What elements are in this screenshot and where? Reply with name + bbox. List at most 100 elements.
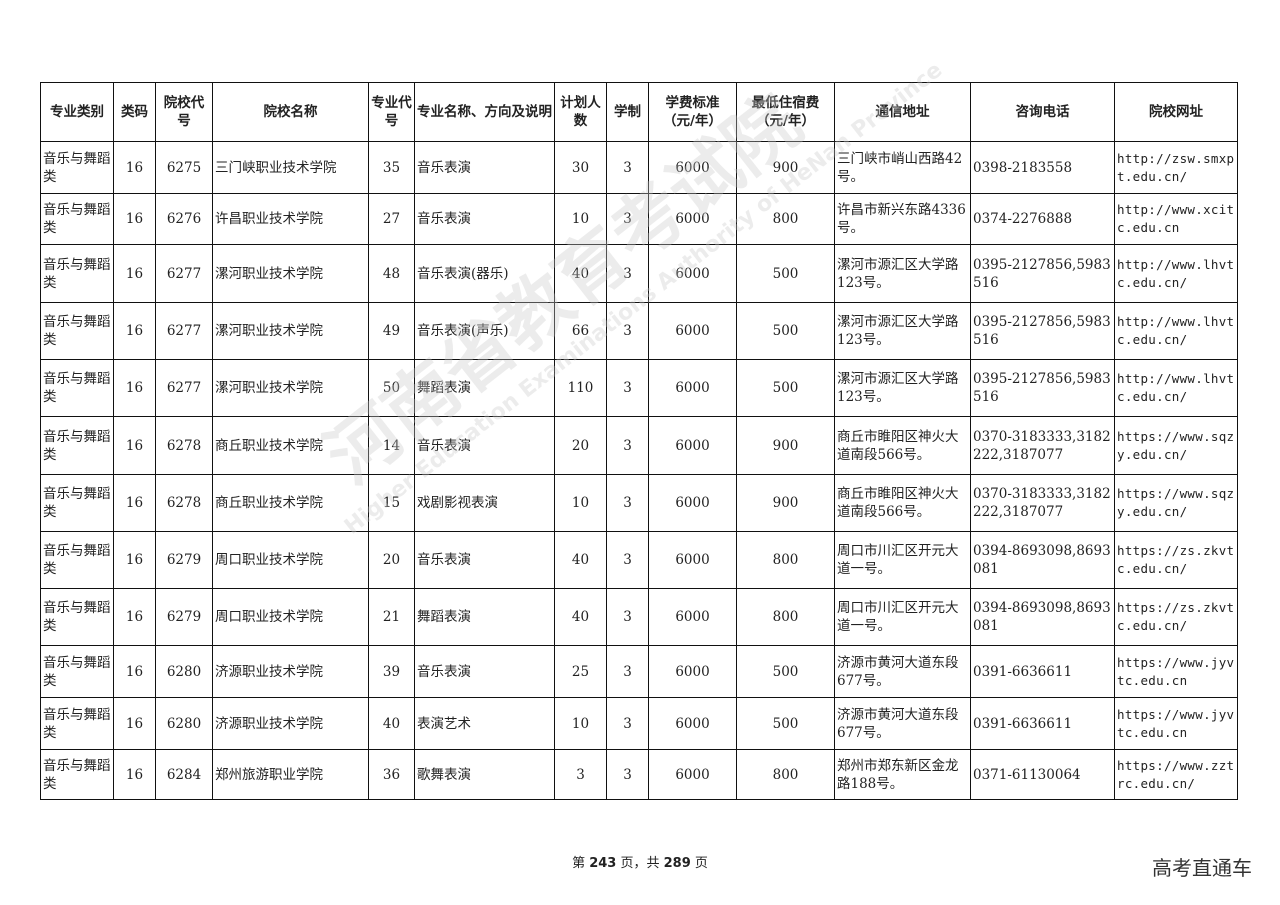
cell-address: 许昌市新兴东路4336号。 (834, 193, 971, 245)
cell-major-name: 音乐表演 (414, 645, 555, 698)
cell-address: 郑州市郑东新区金龙路188号。 (834, 749, 971, 800)
cell-dorm-fee: 900 (736, 474, 835, 532)
cell-major-code: 39 (368, 645, 415, 698)
cell-school-code: 6280 (155, 697, 213, 750)
cell-class-code: 16 (113, 302, 156, 360)
cell-address: 漯河市源汇区大学路123号。 (834, 359, 971, 417)
cell-phone: 0374-2276888 (970, 193, 1115, 245)
header-address: 通信地址 (834, 82, 971, 142)
cell-duration: 3 (606, 359, 649, 417)
cell-major-code: 49 (368, 302, 415, 360)
cell-website[interactable]: https://zs.zkvtc.edu.cn/ (1114, 531, 1238, 589)
cell-school-name: 郑州旅游职业学院 (212, 749, 369, 800)
cell-school-name: 漯河职业技术学院 (212, 359, 369, 417)
cell-phone: 0371-61130064 (970, 749, 1115, 800)
current-page: 243 (589, 856, 617, 871)
cell-plan-count: 30 (554, 141, 607, 194)
cell-major-code: 15 (368, 474, 415, 532)
cell-dorm-fee: 500 (736, 645, 835, 698)
cell-dorm-fee: 900 (736, 141, 835, 194)
cell-phone: 0370-3183333,3182222,3187077 (970, 474, 1115, 532)
header-category: 专业类别 (40, 82, 114, 142)
cell-phone: 0370-3183333,3182222,3187077 (970, 416, 1115, 475)
header-major-name: 专业名称、方向及说明 (414, 82, 555, 142)
cell-category: 音乐与舞蹈类 (40, 359, 114, 417)
cell-plan-count: 3 (554, 749, 607, 800)
cell-school-name: 济源职业技术学院 (212, 697, 369, 750)
cell-website[interactable]: http://www.lhvtc.edu.cn/ (1114, 359, 1238, 417)
cell-duration: 3 (606, 141, 649, 194)
cell-school-name: 商丘职业技术学院 (212, 416, 369, 475)
cell-website[interactable]: https://www.jyvtc.edu.cn (1114, 697, 1238, 750)
cell-category: 音乐与舞蹈类 (40, 141, 114, 194)
cell-website[interactable]: https://www.jyvtc.edu.cn (1114, 645, 1238, 698)
cell-major-name: 音乐表演(器乐) (414, 244, 555, 303)
cell-website[interactable]: http://www.lhvtc.edu.cn/ (1114, 302, 1238, 360)
cell-tuition: 6000 (648, 531, 737, 589)
table-row: 音乐与舞蹈类 16 6284 郑州旅游职业学院 36 歌舞表演 3 3 6000 800 郑州市郑东… (40, 749, 1238, 800)
cell-duration: 3 (606, 749, 649, 800)
cell-phone: 0394-8693098,8693081 (970, 588, 1115, 646)
cell-address: 济源市黄河大道东段677号。 (834, 697, 971, 750)
cell-school-code: 6277 (155, 302, 213, 360)
header-school-name: 院校名称 (212, 82, 369, 142)
table-row: 音乐与舞蹈类 16 6278 商丘职业技术学院 15 戏剧影视表演 10 3 6000 900 商丘… (40, 474, 1238, 532)
header-duration: 学制 (606, 82, 649, 142)
cell-school-code: 6276 (155, 193, 213, 245)
cell-website[interactable]: http://www.xcitc.edu.cn (1114, 193, 1238, 245)
cell-major-code: 20 (368, 531, 415, 589)
admissions-table: 专业类别 类码 院校代号 院校名称 专业代号 专业名称、方向及说明 计划人数 学制 学费标准（元… (40, 82, 1238, 800)
brand-watermark: 高考直通车 (1152, 856, 1252, 880)
cell-phone: 0395-2127856,5983516 (970, 302, 1115, 360)
footer-prefix: 第 (572, 856, 590, 871)
cell-website[interactable]: https://www.sqzy.edu.cn/ (1114, 416, 1238, 475)
cell-tuition: 6000 (648, 588, 737, 646)
cell-school-name: 商丘职业技术学院 (212, 474, 369, 532)
cell-major-name: 舞蹈表演 (414, 359, 555, 417)
cell-school-code: 6284 (155, 749, 213, 800)
cell-website[interactable]: https://zs.zkvtc.edu.cn/ (1114, 588, 1238, 646)
table-row: 音乐与舞蹈类 16 6277 漯河职业技术学院 50 舞蹈表演 110 3 6000 500 漯河市… (40, 359, 1238, 417)
table-row: 音乐与舞蹈类 16 6277 漯河职业技术学院 48 音乐表演(器乐) 40 3 6000 500… (40, 244, 1238, 303)
header-plan-count: 计划人数 (554, 82, 607, 142)
cell-website[interactable]: https://www.sqzy.edu.cn/ (1114, 474, 1238, 532)
cell-dorm-fee: 800 (736, 588, 835, 646)
cell-major-name: 舞蹈表演 (414, 588, 555, 646)
cell-school-code: 6277 (155, 244, 213, 303)
cell-tuition: 6000 (648, 749, 737, 800)
cell-school-code: 6275 (155, 141, 213, 194)
cell-dorm-fee: 500 (736, 697, 835, 750)
cell-class-code: 16 (113, 141, 156, 194)
cell-website[interactable]: http://www.lhvtc.edu.cn/ (1114, 244, 1238, 303)
cell-tuition: 6000 (648, 244, 737, 303)
cell-school-name: 周口职业技术学院 (212, 588, 369, 646)
cell-school-code: 6278 (155, 474, 213, 532)
cell-duration: 3 (606, 531, 649, 589)
cell-major-code: 14 (368, 416, 415, 475)
cell-school-code: 6279 (155, 531, 213, 589)
cell-website[interactable]: https://www.zztrc.edu.cn/ (1114, 749, 1238, 800)
cell-major-name: 音乐表演(声乐) (414, 302, 555, 360)
cell-major-code: 35 (368, 141, 415, 194)
cell-category: 音乐与舞蹈类 (40, 697, 114, 750)
cell-plan-count: 66 (554, 302, 607, 360)
cell-category: 音乐与舞蹈类 (40, 645, 114, 698)
header-phone: 咨询电话 (970, 82, 1115, 142)
cell-phone: 0394-8693098,8693081 (970, 531, 1115, 589)
cell-class-code: 16 (113, 193, 156, 245)
cell-plan-count: 40 (554, 244, 607, 303)
cell-school-code: 6278 (155, 416, 213, 475)
header-dorm-fee: 最低住宿费（元/年） (736, 82, 835, 142)
cell-tuition: 6000 (648, 193, 737, 245)
table-row: 音乐与舞蹈类 16 6277 漯河职业技术学院 49 音乐表演(声乐) 66 3 6000 500… (40, 302, 1238, 360)
cell-school-name: 三门峡职业技术学院 (212, 141, 369, 194)
cell-school-name: 漯河职业技术学院 (212, 302, 369, 360)
table-row: 音乐与舞蹈类 16 6279 周口职业技术学院 21 舞蹈表演 40 3 6000 800 周口市川… (40, 588, 1238, 646)
cell-duration: 3 (606, 645, 649, 698)
cell-website[interactable]: http://zsw.smxpt.edu.cn/ (1114, 141, 1238, 194)
cell-class-code: 16 (113, 645, 156, 698)
cell-class-code: 16 (113, 588, 156, 646)
cell-plan-count: 40 (554, 588, 607, 646)
cell-major-code: 27 (368, 193, 415, 245)
